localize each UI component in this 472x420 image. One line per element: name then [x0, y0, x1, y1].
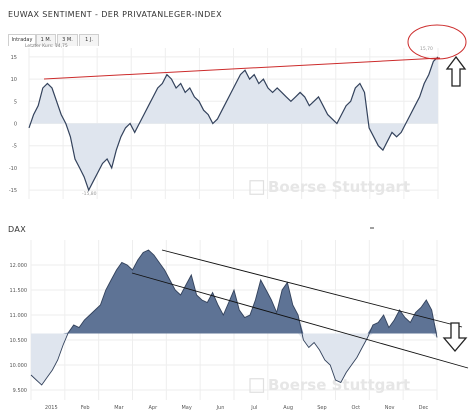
sentiment-low-label: -15,80 [82, 191, 97, 197]
y-tick-label: 15 [11, 55, 17, 61]
sentiment-area [29, 56, 438, 191]
sentiment-high-label: 15,70 [420, 46, 433, 52]
up-arrow-icon [445, 55, 467, 87]
dax-x-ticks: 2015 Feb Mar Apr May Jun Jul Aug Sep Oct Nov Dec [45, 405, 429, 411]
sentiment-y-ticks: 15 10 5 0 -5 -10 -15 [9, 55, 17, 194]
y-tick-label: 10.500 [10, 338, 28, 344]
dax-watermark: Boerse Stuttgart [249, 376, 410, 394]
down-arrow-icon [442, 322, 468, 353]
y-tick-label: 5 [14, 99, 17, 105]
sentiment-watermark: Boerse Stuttgart [249, 178, 410, 196]
dax-y-ticks: 12.000 11.500 11.000 10.500 10.000 9.500 [10, 263, 28, 394]
y-tick-label: 10 [11, 77, 17, 83]
y-tick-label: 11.000 [10, 313, 28, 319]
y-tick-label: 9.500 [13, 388, 27, 394]
watermark-text: Boerse Stuttgart [268, 178, 410, 196]
tab-intraday[interactable]: Intraday [8, 34, 36, 46]
x-tick-label: Dec [419, 405, 429, 411]
y-tick-label: 11.500 [10, 288, 28, 294]
dax-area-below-baseline [31, 333, 437, 385]
y-tick-label: -5 [12, 144, 17, 150]
x-tick-label: Mar [114, 405, 124, 411]
watermark-text: Boerse Stuttgart [268, 376, 410, 394]
x-tick-label: Nov [385, 405, 395, 411]
y-tick-label: 12.000 [10, 263, 28, 269]
tab-1y[interactable]: 1 J. [79, 34, 99, 46]
x-tick-label: Oct [351, 405, 360, 411]
x-tick-label: Jul [250, 405, 257, 411]
tab-3m[interactable]: 3 M. [57, 34, 78, 46]
dax-line [30, 249, 438, 386]
x-tick-label: Sep [317, 405, 326, 411]
sentiment-line [28, 56, 439, 192]
x-tick-label: Aug [283, 405, 293, 411]
y-tick-label: 0 [14, 122, 17, 128]
sentiment-trend-line [43, 57, 441, 80]
x-tick-label: 2015 [45, 405, 58, 411]
y-tick-label: -15 [9, 188, 17, 194]
highlight-ellipse [407, 24, 467, 60]
x-tick-label: May [181, 405, 191, 411]
x-tick-label: Feb [81, 405, 90, 411]
dax-chart-title: DAX [8, 225, 27, 234]
watermark-logo-icon [249, 180, 265, 195]
x-tick-label: Apr [148, 405, 158, 411]
y-tick-label: 10.000 [10, 363, 28, 369]
last-quote: Letzter Kurs: 14,75 [25, 44, 68, 49]
dax-trend-line-upper [161, 249, 463, 328]
sentiment-chart-title: EUWAX SENTIMENT - DER PRIVATANLEGER-INDE… [8, 10, 222, 19]
watermark-logo-icon [249, 378, 265, 393]
tab-1m[interactable]: 1 M. [36, 34, 56, 46]
sentiment-chart: Boerse Stuttgart 15 10 5 0 -5 -10 -15 15,70 -1… [9, 24, 467, 199]
y-tick-label: -10 [9, 166, 17, 172]
dax-trend-line-lower [131, 272, 469, 369]
x-tick-label: Jun [216, 405, 225, 411]
